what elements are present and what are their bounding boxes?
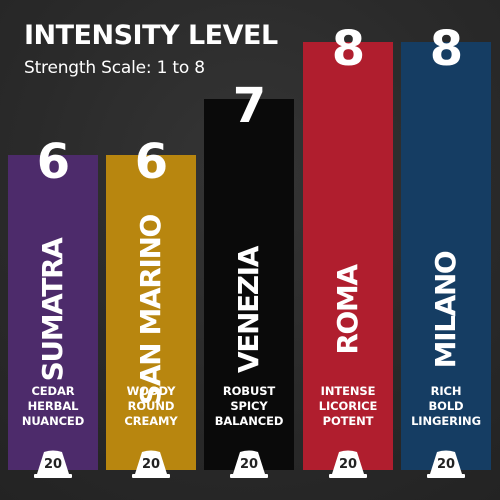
bar-tasting-notes: INTENSE LICORICE POTENT — [303, 384, 393, 429]
bar-venezia — [204, 98, 294, 470]
bar-name-label: MILANO — [429, 251, 462, 369]
bar-intensity-label: 6 — [36, 134, 70, 190]
capsule-shape — [329, 450, 367, 478]
bar-tasting-notes: RICH BOLD LINGERING — [401, 384, 491, 429]
bar-tasting-notes: ROBUST SPICY BALANCED — [204, 384, 294, 429]
tasting-note: WOODY — [126, 384, 176, 398]
coffee-capsule-icon: 20 — [229, 448, 269, 480]
bar-san-marino — [106, 155, 196, 470]
bar-name-label: VENEZIA — [232, 247, 265, 373]
capsule-shape — [34, 450, 72, 478]
tasting-note: CREAMY — [124, 414, 178, 428]
tasting-note: INTENSE — [320, 384, 376, 398]
bar-name-label: SUMATRA — [36, 238, 69, 382]
chart-subtitle: Strength Scale: 1 to 8 — [24, 58, 205, 78]
tasting-note: ROUND — [127, 399, 175, 413]
capsule-shape — [427, 450, 465, 478]
bar-name-label: SAN MARINO — [134, 215, 167, 405]
tasting-note: LICORICE — [318, 399, 378, 413]
tasting-note: LINGERING — [411, 414, 481, 428]
capsule-shape — [230, 450, 268, 478]
tasting-note: ROBUST — [222, 384, 276, 398]
coffee-capsule-icon: 20 — [33, 448, 73, 480]
bar-intensity-label: 7 — [232, 77, 266, 134]
tasting-note: BALANCED — [214, 414, 284, 428]
tasting-note: HERBAL — [27, 399, 79, 413]
tasting-note: CEDAR — [31, 384, 75, 398]
bar-tasting-notes: CEDAR HERBAL NUANCED — [8, 384, 98, 429]
bar-roma — [303, 42, 393, 470]
chart-title: INTENSITY LEVEL — [24, 20, 278, 51]
capsule-count: 20 — [239, 457, 259, 472]
coffee-capsule-icon: 20 — [131, 448, 171, 480]
capsule-count: 20 — [436, 457, 456, 472]
tasting-note: POTENT — [322, 414, 374, 428]
tasting-note: BOLD — [428, 399, 464, 413]
bar-intensity-label: 8 — [331, 21, 365, 77]
bar-intensity-label: 8 — [429, 21, 463, 77]
coffee-capsule-icon: 20 — [328, 448, 368, 480]
capsule-count: 20 — [141, 457, 161, 472]
bar-tasting-notes: WOODY ROUND CREAMY — [106, 384, 196, 429]
capsule-shape — [132, 450, 170, 478]
bar-sumatra — [8, 155, 98, 470]
capsule-count: 20 — [338, 457, 358, 472]
coffee-capsule-icon: 20 — [426, 448, 466, 480]
tasting-note: SPICY — [230, 399, 268, 413]
capsule-count: 20 — [43, 457, 63, 472]
bar-milano — [401, 42, 491, 470]
tasting-note: NUANCED — [21, 414, 85, 428]
tasting-note: RICH — [430, 384, 462, 398]
bar-intensity-label: 6 — [134, 134, 168, 190]
bar-name-label: ROMA — [331, 265, 364, 355]
